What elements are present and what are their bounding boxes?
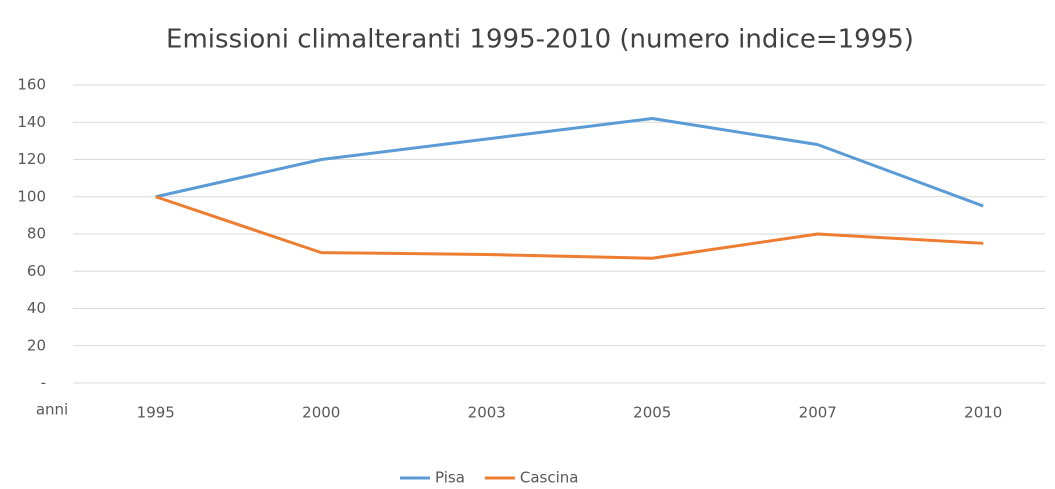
- series-line: [155, 195, 984, 260]
- y-tick-label: 60: [27, 262, 46, 280]
- x-tick-label: 2005: [633, 404, 671, 422]
- x-tick-label: 1995: [137, 404, 175, 422]
- y-tick-label: -: [41, 374, 46, 392]
- legend-label: Cascina: [520, 469, 579, 487]
- x-tick-label: 2010: [964, 404, 1002, 422]
- legend-label: Pisa: [435, 469, 465, 487]
- y-tick-label: 120: [17, 150, 46, 168]
- series-line: [155, 117, 984, 208]
- y-tick-label: 80: [27, 225, 46, 243]
- chart-title: Emissioni climalteranti 1995-2010 (numer…: [166, 25, 914, 55]
- y-tick-label: 160: [17, 76, 46, 94]
- x-tick-label: 2000: [302, 404, 340, 422]
- x-tick-label: 2007: [799, 404, 837, 422]
- x-axis-label: anni: [36, 401, 68, 419]
- y-tick-label: 140: [17, 113, 46, 131]
- y-tick-label: 20: [27, 336, 46, 354]
- y-tick-label: 40: [27, 299, 46, 317]
- x-tick-label: 2003: [468, 404, 506, 422]
- y-tick-label: 100: [17, 187, 46, 205]
